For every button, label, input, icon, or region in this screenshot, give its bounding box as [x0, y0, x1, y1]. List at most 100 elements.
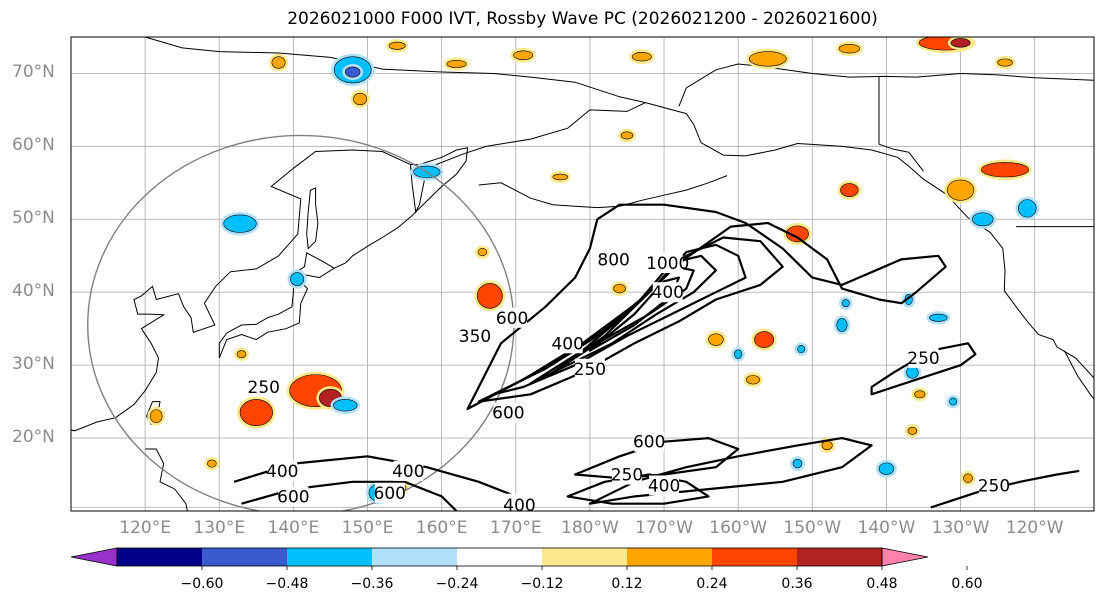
- anomaly-patch: [878, 462, 895, 475]
- anomaly-patch: [838, 43, 861, 54]
- coastlines: [71, 37, 1094, 511]
- anomaly-patch: [929, 313, 948, 322]
- graticule: [71, 37, 1094, 511]
- contour-label: 600: [374, 484, 406, 504]
- map-frame: [70, 36, 1095, 512]
- anomaly-patch: [797, 345, 806, 354]
- contour-label-bg: [634, 431, 665, 452]
- ivt-contour-250: [588, 437, 873, 505]
- coastline-philippines: [145, 448, 188, 511]
- contour-label: 600: [492, 404, 524, 424]
- longitude-label: 120°W: [1005, 518, 1064, 538]
- colorbar-bin: [797, 548, 882, 566]
- contour-label-bg: [598, 249, 629, 270]
- coastline-chukotka-okhotsk-coast: [71, 102, 646, 432]
- latitude-label: 40°N: [12, 281, 55, 302]
- longitude-label: 140°E: [267, 518, 320, 538]
- anomaly-patch: [613, 283, 626, 294]
- coastline-kamchatka: [410, 147, 469, 213]
- contour-label: 250: [611, 466, 643, 486]
- contour-label-bg: [267, 460, 298, 481]
- contour-label: 600: [633, 433, 665, 453]
- contour-label: 600: [277, 487, 309, 507]
- anomaly-patch: [949, 397, 958, 406]
- contour-label-bg: [278, 486, 309, 507]
- colorbar-bin: [712, 548, 797, 566]
- colorbar-bin: [542, 548, 627, 566]
- latitude-label: 70°N: [12, 62, 55, 83]
- anomaly-patch: [792, 458, 803, 469]
- contour-label-bg: [908, 347, 939, 368]
- colorbar-outline: [116, 547, 883, 567]
- anomaly-patch: [388, 41, 406, 50]
- contour-label-bg: [978, 475, 1009, 496]
- colorbar-bin: [457, 548, 542, 566]
- contour-label-bg: [552, 333, 583, 354]
- coastline-alaska-canada-border: [878, 76, 924, 172]
- longitude-label: 160°W: [709, 518, 768, 538]
- colorbar-tick-label: 0.36: [781, 576, 813, 592]
- anomaly-patch: [946, 179, 975, 201]
- anomaly-patch: [840, 183, 859, 198]
- contour-label-bg: [649, 475, 680, 496]
- anomaly-patch: [353, 92, 368, 106]
- latitude-label: 60°N: [12, 135, 55, 156]
- map-background: [71, 37, 1094, 511]
- anomaly-patch: [290, 272, 305, 286]
- coastline-aleutian-islands: [478, 175, 728, 209]
- colorbar-bin: [627, 548, 712, 566]
- longitude-label: 180°W: [561, 518, 619, 538]
- contour-label: 1000: [646, 254, 689, 274]
- ivt-contour-250: [466, 203, 947, 410]
- colorbar-bin: [202, 548, 287, 566]
- anomaly-patch: [620, 131, 634, 140]
- coastline-kuril-islands: [333, 211, 417, 269]
- longitude-label: 140°W: [857, 518, 916, 538]
- contour-label-bg: [652, 282, 683, 303]
- contour-label-bg: [374, 482, 405, 503]
- latitude-label: 30°N: [12, 354, 55, 375]
- anomaly-patch: [914, 390, 926, 399]
- anomaly-patch: [748, 51, 787, 67]
- contour-label-bg: [493, 402, 524, 423]
- anomaly-patch: [513, 50, 534, 60]
- anomaly-patch: [836, 318, 848, 332]
- colorbar-tick-label: 0.24: [696, 576, 728, 592]
- anomaly-patch: [950, 38, 971, 48]
- ivt-contour-1000: [588, 276, 680, 352]
- colorbar-tick-label: 0.48: [866, 576, 898, 592]
- longitude-label: 160°E: [415, 518, 468, 538]
- contour-label: 400: [266, 462, 298, 482]
- colorbar-tick-label: 0.60: [951, 576, 983, 592]
- anomaly-patch: [734, 349, 743, 359]
- anomaly-patch: [239, 399, 273, 426]
- contour-label: 250: [978, 476, 1010, 496]
- figure-title: 2026021000 F000 IVT, Rossby Wave PC (202…: [287, 9, 878, 29]
- longitude-label: 170°E: [489, 518, 542, 538]
- contour-label-bg: [460, 325, 491, 346]
- anomaly-patch: [223, 214, 257, 233]
- contour-label: 400: [652, 283, 684, 303]
- ivt-contour-250: [870, 342, 977, 396]
- colorbar-tick-label: −0.36: [350, 576, 394, 592]
- contour-label: 250: [907, 349, 939, 369]
- colorbar-tick-label: −0.24: [435, 576, 479, 592]
- contour-label-bg: [248, 377, 279, 398]
- anomaly-patch: [963, 473, 973, 483]
- longitude-label: 120°E: [119, 518, 171, 538]
- anomaly-patch: [236, 350, 247, 359]
- coastline-alaska-north: [678, 63, 1094, 107]
- anomaly-patch: [552, 173, 568, 181]
- anomaly-patch: [841, 299, 850, 308]
- contour-label: 400: [551, 334, 583, 354]
- ivt-contour-800: [551, 265, 695, 374]
- contour-label-bg: [504, 495, 535, 511]
- longitude-label: 150°W: [783, 518, 842, 538]
- longitude-label: 130°W: [931, 518, 990, 538]
- anomaly-patch: [446, 60, 467, 68]
- colorbar-bin: [287, 548, 372, 566]
- contour-label-bg: [497, 307, 528, 328]
- anomaly-patch: [746, 375, 760, 385]
- anomaly-patch: [821, 440, 833, 451]
